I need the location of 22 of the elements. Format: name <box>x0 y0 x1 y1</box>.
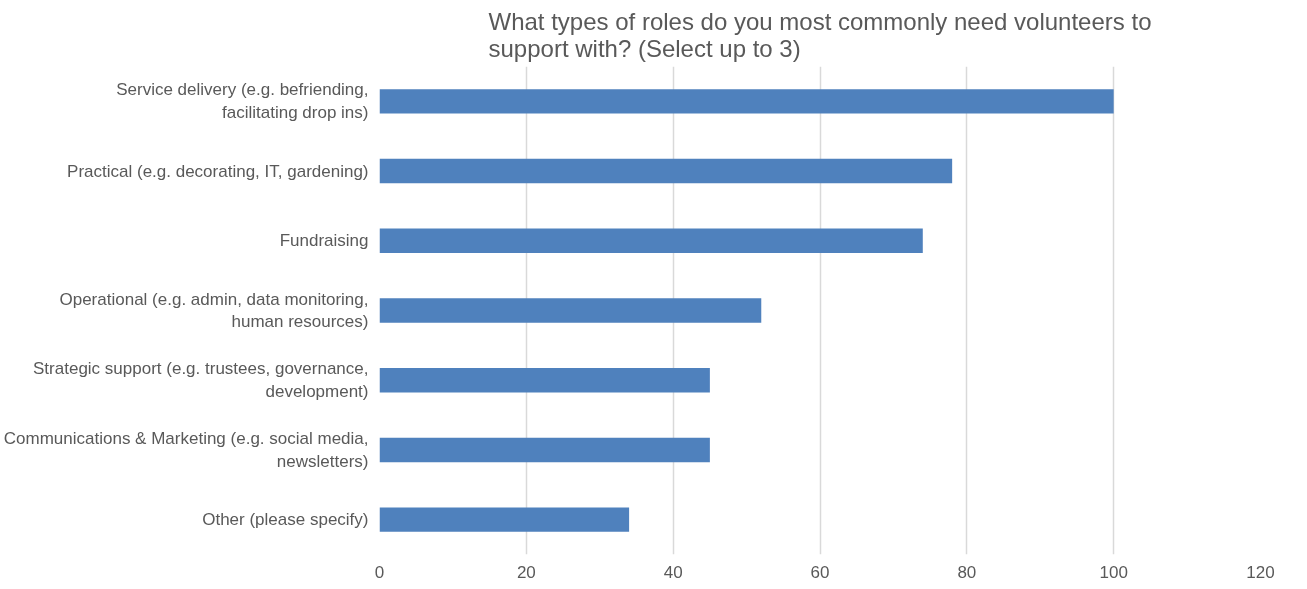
y-tick-label: Communications & Marketing (e.g. social media, newsletters) <box>3 429 369 471</box>
y-tick-label: Operational (e.g. admin, data monitoring, human resources) <box>59 289 369 332</box>
x-tick-label: 40 <box>663 562 683 582</box>
x-tick-label: 0 <box>374 562 385 582</box>
bar <box>379 89 1114 114</box>
x-tick-label: 100 <box>1099 562 1128 582</box>
x-tick-label: 80 <box>957 562 977 582</box>
bar <box>379 298 762 323</box>
bar <box>379 437 710 463</box>
bar <box>379 228 923 253</box>
bar <box>379 368 710 393</box>
chart-title: What types of roles do you most commonly need volunteers to support with? (Select up to 3) <box>488 7 1152 62</box>
y-tick-label: Strategic support (e.g. trustees, governance, development) <box>33 359 369 402</box>
y-tick-label: Fundraising <box>279 231 369 251</box>
x-tick-label: 120 <box>1246 562 1275 582</box>
y-tick-label: Practical (e.g. decorating, IT, gardening) <box>67 161 369 181</box>
y-tick-label: Other (please specify) <box>202 510 369 530</box>
y-tick-label: Service delivery (e.g. befriending, facilitating drop ins) <box>116 80 369 123</box>
bar <box>379 158 953 184</box>
x-tick-label: 60 <box>810 562 830 582</box>
x-tick-label: 20 <box>516 562 536 582</box>
bar <box>379 507 630 532</box>
